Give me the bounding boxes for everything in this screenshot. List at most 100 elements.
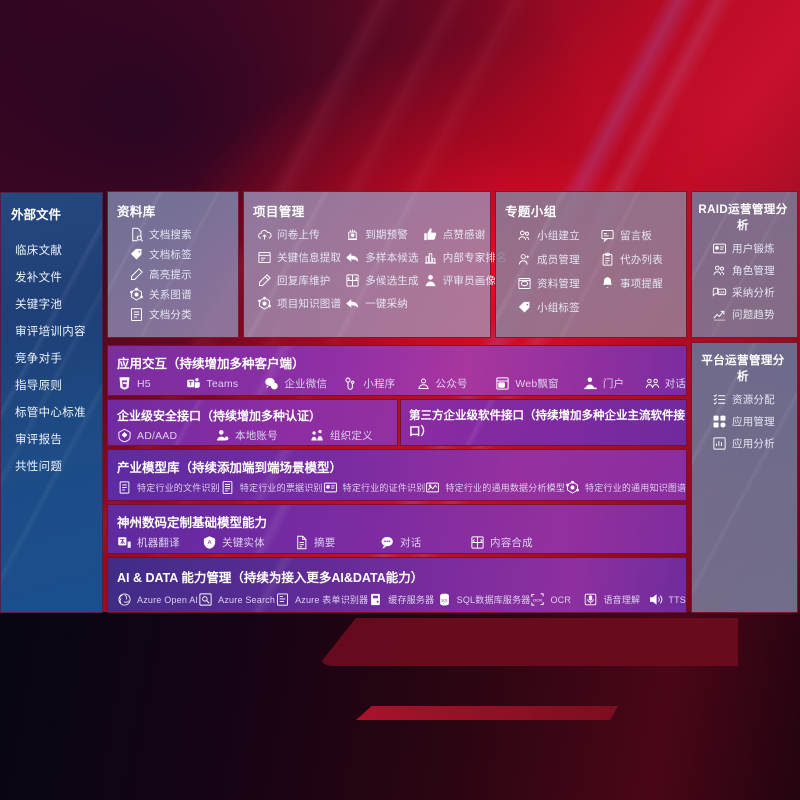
ai-data-item-label: 缓存服务器 <box>388 595 435 605</box>
industry-item-knowledge-graph-model[interactable]: 特定行业的通用知识图谱模型 <box>565 480 686 495</box>
ai-data-item-tts[interactable]: TTS <box>648 592 686 607</box>
ai-data-item-speech-understanding[interactable]: 语音理解 <box>583 592 648 607</box>
security-item-org-definition[interactable]: 组织定义 <box>310 428 373 443</box>
ai-data-item-azure-search[interactable]: Azure Search <box>198 592 275 607</box>
project-item-multi-sample-candidate[interactable]: 多样本候选 <box>345 250 419 265</box>
industry-item-label: 特定行业的文件识别 <box>137 483 220 493</box>
ai-data-item-ocr[interactable]: OCR OCR <box>530 592 583 607</box>
sidebar-item-review-report[interactable]: 审评报告 <box>15 433 63 446</box>
arrow-back-icon <box>345 296 360 311</box>
ai-data-item-cache-server[interactable]: 缓存服务器 <box>368 592 436 607</box>
translate-icon <box>117 535 132 550</box>
library-panel: 资料库 文档搜索 文档标签 高亮提示 关系图谱 <box>107 191 239 338</box>
project-item-key-info-extract[interactable]: 关键信息提取 <box>257 250 341 265</box>
sidebar-item-keyword-pool[interactable]: 关键字池 <box>15 298 63 311</box>
library-item-document-search[interactable]: 文档搜索 <box>129 227 229 242</box>
team-item-member-management[interactable]: 成员管理 <box>517 252 594 267</box>
team-item-group-tag[interactable]: 小组标签 <box>517 300 594 315</box>
sidebar-item-supplement-docs[interactable]: 发补文件 <box>15 271 63 284</box>
library-item-label: 高亮提示 <box>149 269 192 281</box>
project-item-thanks[interactable]: 点赞感谢 <box>423 227 507 242</box>
topic-group-panel: 专题小组 小组建立 留言板 成员管理 代办列表 <box>495 191 687 338</box>
security-item-ad-aad[interactable]: AD/AAD <box>117 428 215 443</box>
industry-item-id-recognition[interactable]: 特定行业的证件识别 <box>323 480 426 495</box>
base-model-item-key-entity[interactable]: A 关键实体 <box>202 535 294 550</box>
base-model-band: 神州数码定制基础模型能力 机器翻译 A 关键实体 摘要 对话 内容合成 <box>107 504 687 554</box>
platform-item-list: 资源分配 应用管理 应用分析 <box>698 392 788 451</box>
sidebar-item-standards-center[interactable]: 标管中心标准 <box>15 406 86 419</box>
raid-item-adoption-analysis[interactable]: QA 采纳分析 <box>712 285 788 300</box>
interaction-item-portal[interactable]: 门户 <box>583 376 645 391</box>
industry-item-label: 特定行业的通用数据分析模型 <box>445 483 566 493</box>
project-item-questionnaire-upload[interactable]: 问卷上传 <box>257 227 341 242</box>
project-item-expert-ranking[interactable]: 内部专家排名 <box>423 250 507 265</box>
raid-item-user-training[interactable]: 用户锻炼 <box>712 241 788 256</box>
interaction-item-label: H5 <box>137 377 151 390</box>
platform-item-app-management[interactable]: 应用管理 <box>712 414 788 429</box>
sidebar-item-training-content[interactable]: 审评培训内容 <box>15 325 86 338</box>
base-model-item-content-synthesis[interactable]: 内容合成 <box>470 535 533 550</box>
background-chevron-shape-2 <box>356 706 618 720</box>
platform-item-resource-allocation[interactable]: 资源分配 <box>712 392 788 407</box>
project-item-one-click-adopt[interactable]: 一键采纳 <box>345 296 419 311</box>
interaction-item-official-account[interactable]: 公众号 <box>416 376 496 391</box>
raid-item-issue-trend[interactable]: 问题趋势 <box>712 307 788 322</box>
interaction-item-h5[interactable]: H5 <box>117 376 186 391</box>
project-item-label: 到期预警 <box>365 229 409 241</box>
interaction-item-teams[interactable]: Teams <box>186 376 264 391</box>
raid-item-role-management[interactable]: 角色管理 <box>712 263 788 278</box>
team-item-todo-list[interactable]: 代办列表 <box>600 252 677 267</box>
platform-item-app-analysis[interactable]: 应用分析 <box>712 436 788 451</box>
sidebar-item-common-issues[interactable]: 共性问题 <box>15 460 63 473</box>
teams-icon <box>186 376 201 391</box>
library-item-highlight[interactable]: 高亮提示 <box>129 267 229 282</box>
thirdparty-item-api-designer[interactable]: API自动化设计器 <box>423 443 525 445</box>
platform-analysis-panel: 平台运营管理分析 资源分配 应用管理 应用分析 <box>691 342 798 613</box>
interaction-item-wechat-work[interactable]: 企业微信 <box>264 376 343 391</box>
team-item-create-group[interactable]: 小组建立 <box>517 228 594 243</box>
message-board-icon <box>600 228 615 243</box>
library-item-document-category[interactable]: 文档分类 <box>129 307 229 322</box>
security-item-local-account[interactable]: 本地账号 <box>215 428 310 443</box>
library-item-label: 关系图谱 <box>149 289 192 301</box>
svg-text:OCR: OCR <box>533 597 542 602</box>
project-item-multi-candidate-gen[interactable]: 多候选生成 <box>345 273 419 288</box>
enterprise-security-band: 企业级安全接口（持续增加多种认证） AD/AAD 本地账号 组织定义 <box>107 399 398 446</box>
library-item-label: 文档搜索 <box>149 229 192 241</box>
people-group-icon <box>517 228 532 243</box>
ai-data-item-form-recognizer[interactable]: Azure 表单识别器 <box>275 592 368 607</box>
interaction-band-title: 应用交互（持续增加多种客户端） <box>117 357 305 371</box>
clipboard-icon <box>600 252 615 267</box>
document-list-icon <box>129 307 144 322</box>
project-item-knowledge-graph[interactable]: 项目知识图谱 <box>257 296 341 311</box>
base-model-item-dialog[interactable]: 对话 <box>380 535 470 550</box>
industry-item-file-recognition[interactable]: 特定行业的文件识别 <box>117 480 220 495</box>
industry-item-data-analysis-model[interactable]: 特定行业的通用数据分析模型 <box>425 480 565 495</box>
industry-item-receipt-recognition[interactable]: 特定行业的票据识别 <box>220 480 323 495</box>
interaction-item-miniprogram[interactable]: 小程序 <box>343 376 415 391</box>
svg-text:SQL: SQL <box>441 598 448 602</box>
team-item-message-board[interactable]: 留言板 <box>600 228 677 243</box>
raid-item-label: 问题趋势 <box>732 309 775 321</box>
sidebar-item-guiding-principles[interactable]: 指导原则 <box>15 379 63 392</box>
ai-data-item-azure-openai[interactable]: Azure Open AI <box>117 592 198 607</box>
team-item-label: 小组建立 <box>537 230 580 242</box>
project-item-reviewer-profile[interactable]: 评审员画像 <box>423 273 507 288</box>
base-model-item-summary[interactable]: 摘要 <box>294 535 380 550</box>
team-item-label: 留言板 <box>620 230 653 242</box>
content-synth-icon <box>470 535 485 550</box>
thirdparty-band-title: 第三方企业级软件接口（持续增加多种企业主流软件接口） <box>409 410 685 438</box>
interaction-item-web-float[interactable]: Web飘窗 <box>495 376 582 391</box>
project-item-reply-library[interactable]: 回复库维护 <box>257 273 341 288</box>
base-model-item-machine-translation[interactable]: 机器翻译 <box>117 535 202 550</box>
library-item-relation-graph[interactable]: 关系图谱 <box>129 287 229 302</box>
team-panel-title: 专题小组 <box>505 205 557 219</box>
library-item-document-tag[interactable]: 文档标签 <box>129 247 229 262</box>
ai-data-item-sql-server[interactable]: SQL SQL数据库服务器 <box>437 592 531 607</box>
team-item-material-management[interactable]: 资料管理 <box>517 276 594 291</box>
project-item-due-alert[interactable]: 到期预警 <box>345 227 419 242</box>
team-item-reminder[interactable]: 事项提醒 <box>600 276 677 291</box>
sidebar-item-clinical-literature[interactable]: 临床文献 <box>15 244 63 257</box>
sidebar-item-competitors[interactable]: 竞争对手 <box>15 352 63 365</box>
interaction-item-dialog[interactable]: 对话 <box>645 376 686 391</box>
